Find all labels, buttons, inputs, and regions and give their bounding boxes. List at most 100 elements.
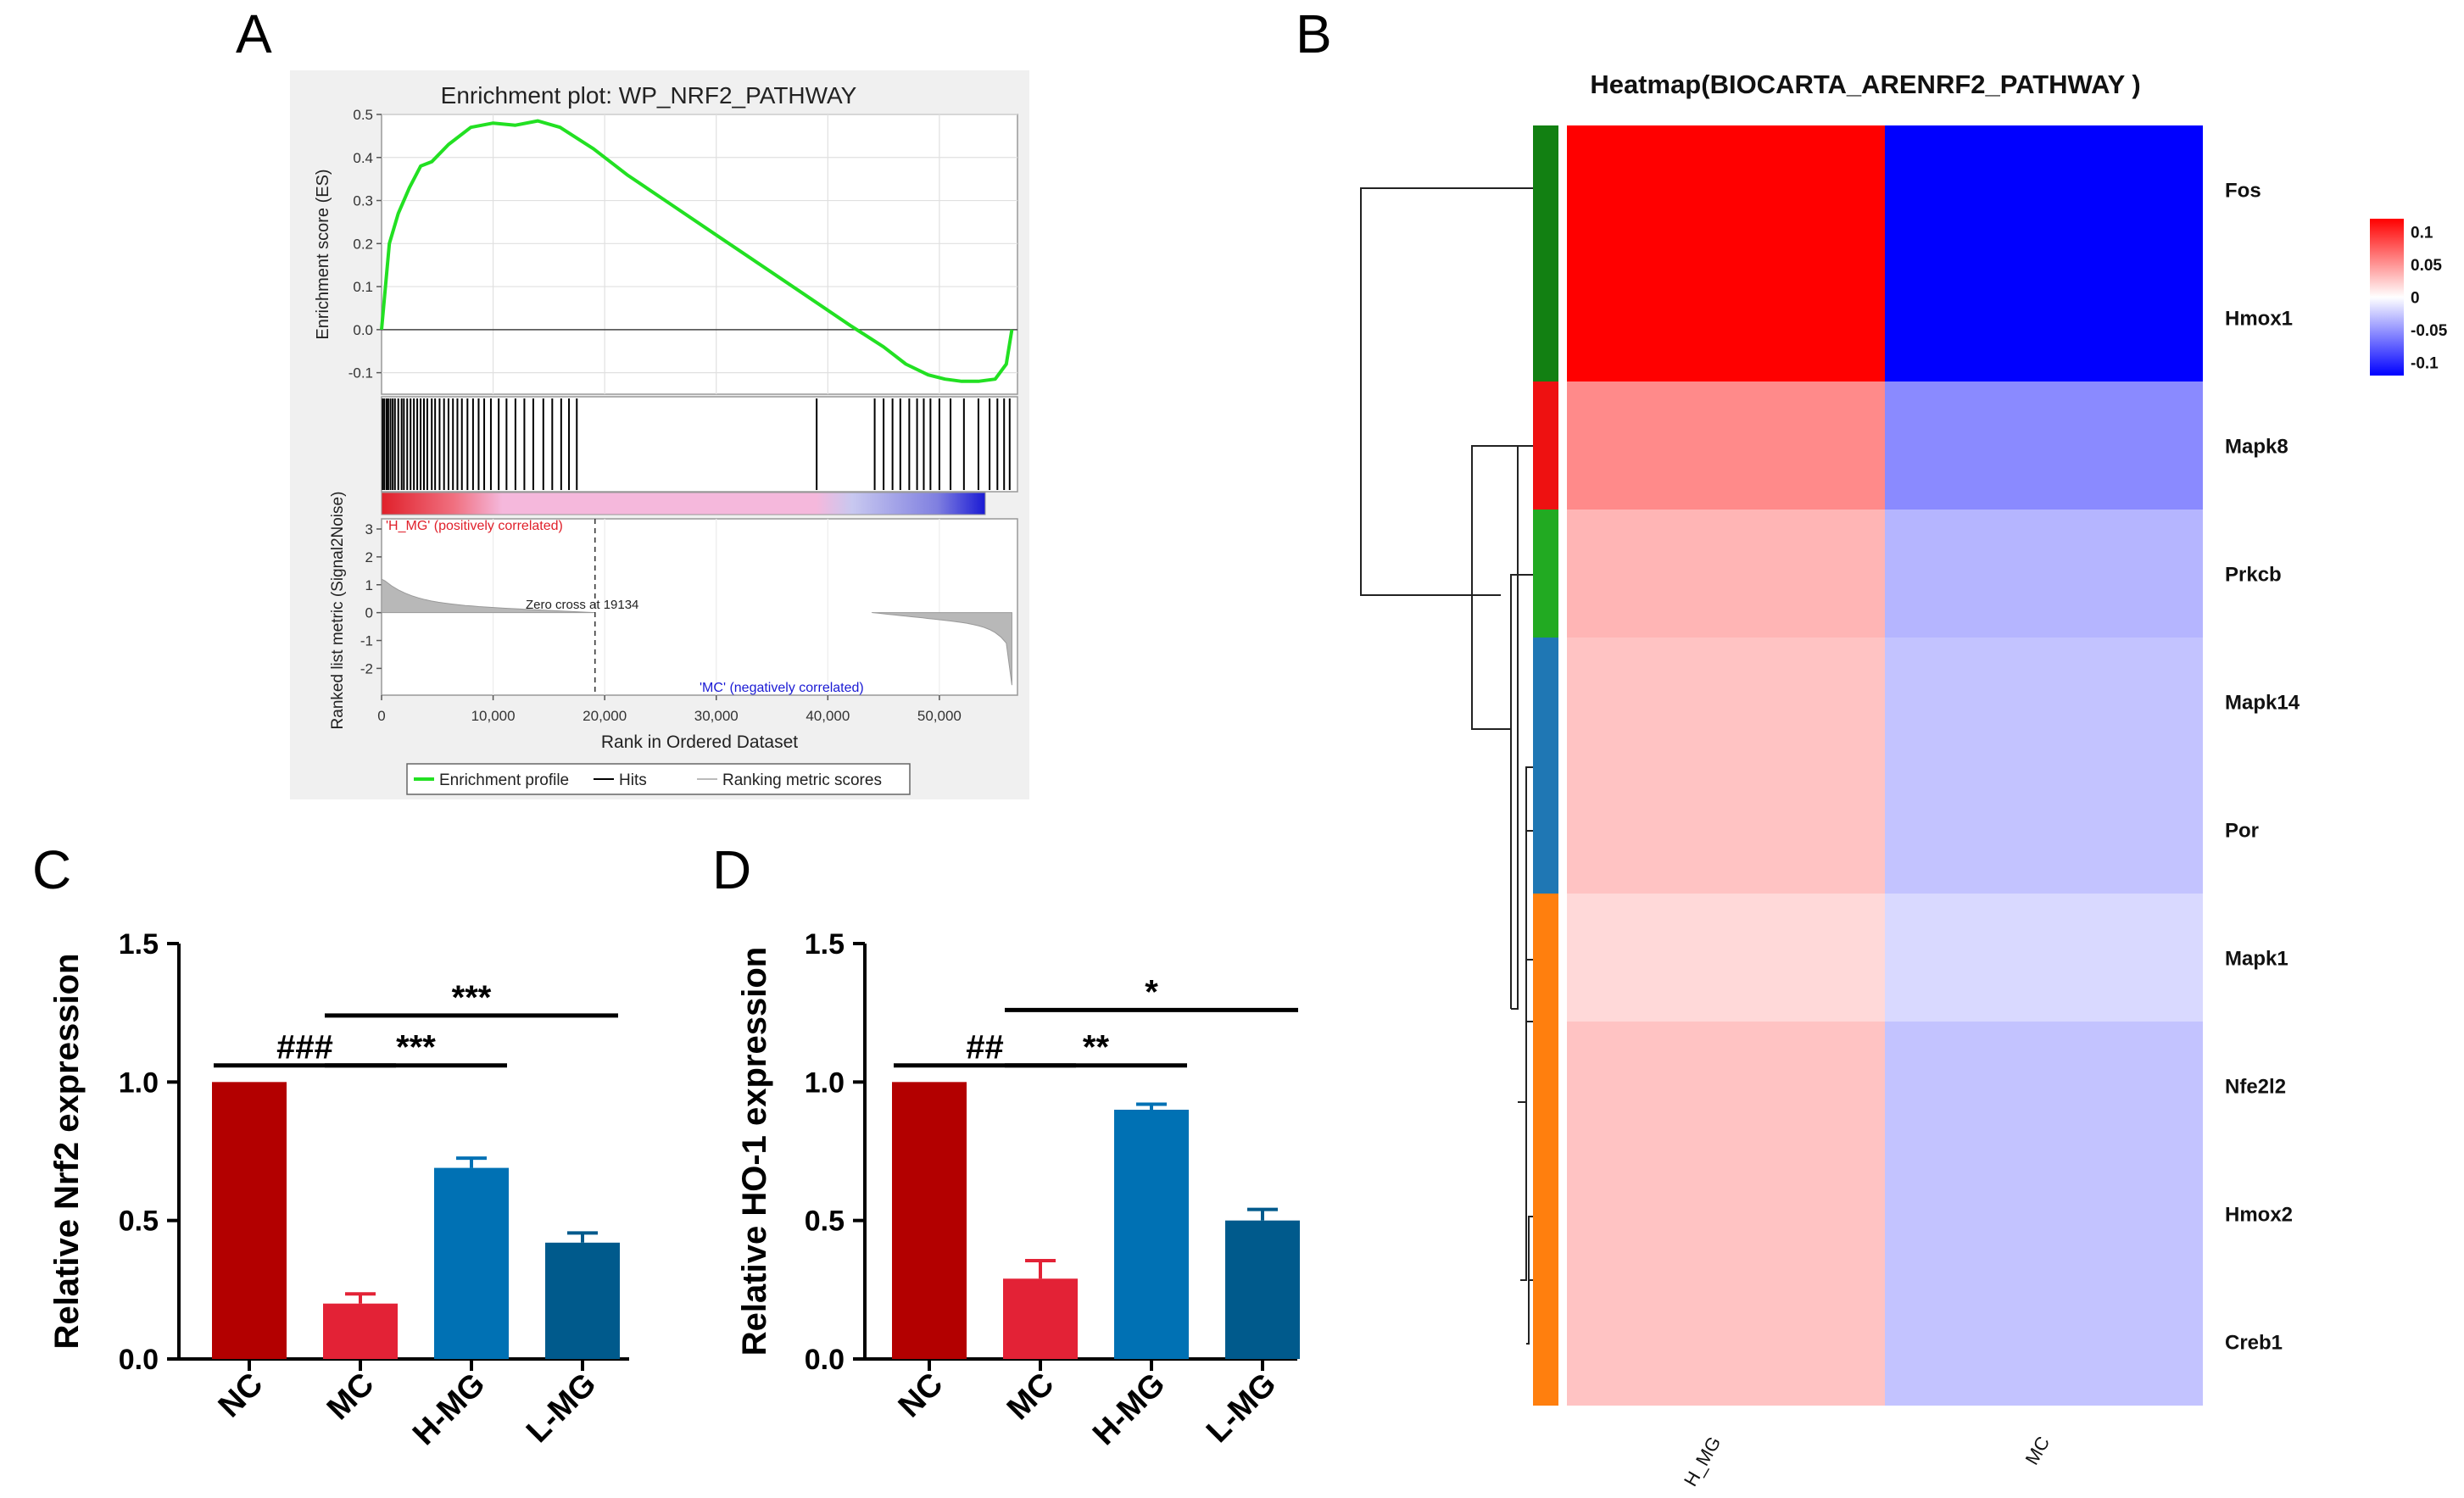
row-group-bar: [1533, 638, 1558, 766]
c-y-tick-label: 0.0: [119, 1344, 159, 1376]
d-x-tick-label: MC: [1001, 1367, 1061, 1427]
c-sig-label: ###: [276, 1029, 333, 1066]
rank-color-bar: [381, 492, 986, 515]
row-group-bar: [1533, 510, 1558, 638]
c-sig-label: ***: [396, 1029, 436, 1066]
metric-tick-label: 1: [365, 577, 373, 593]
c-x-tick-label: MC: [321, 1367, 381, 1427]
metric-ylabel: Ranked list metric (Signal2Noise): [329, 492, 347, 730]
es-tick-label: 0.2: [353, 236, 373, 252]
d-x-tick-label: H-MG: [1086, 1367, 1172, 1452]
d-y-tick-label: 1.5: [805, 928, 845, 961]
row-group-bar: [1533, 1278, 1558, 1406]
es-tick-label: 0.3: [353, 193, 373, 209]
scale-tick-label: -0.1: [2411, 355, 2439, 373]
es-tick-label: -0.1: [348, 365, 373, 381]
dendrogram: [1360, 187, 1533, 1345]
color-scale-bar: [2370, 219, 2404, 376]
row-label: Mapk8: [2225, 436, 2288, 459]
heatmap-cell: [1885, 125, 2203, 253]
x-tick-label: 10,000: [471, 708, 516, 724]
heatmap-cell: [1885, 510, 2203, 638]
negative-label: 'MC' (negatively correlated): [700, 681, 864, 695]
heatmap-cell: [1567, 766, 1885, 894]
es-tick-label: 0.4: [353, 150, 373, 166]
hits-area: [381, 396, 1018, 493]
heatmap-cell: [1567, 1278, 1885, 1406]
heatmap-cell: [1567, 638, 1885, 766]
row-group-bar: [1533, 894, 1558, 1022]
legend-metric: Ranking metric scores: [722, 771, 882, 789]
heatmap-cell: [1567, 253, 1885, 381]
gsea-title: Enrichment plot: WP_NRF2_PATHWAY: [441, 82, 857, 109]
d-bar-l-mg: [1225, 1220, 1300, 1359]
d-bar-mc: [1003, 1278, 1078, 1359]
d-y-tick-label: 0.5: [805, 1206, 845, 1238]
es-tick-label: 0.5: [353, 107, 373, 123]
row-label: Fos: [2225, 180, 2261, 203]
gsea-legend: [406, 763, 911, 795]
d-x-tick-label: NC: [892, 1367, 950, 1425]
heatmap-cell: [1885, 766, 2203, 894]
row-label: Mapk1: [2225, 948, 2288, 971]
heatmap-cell: [1567, 1022, 1885, 1150]
es-tick-label: 0.1: [353, 279, 373, 295]
row-label: Nfe2l2: [2225, 1076, 2286, 1099]
heatmap-cell: [1885, 1150, 2203, 1278]
es-plot-area: [381, 114, 1018, 395]
d-x-tick-label: L-MG: [1200, 1367, 1283, 1450]
row-label: Mapk14: [2225, 692, 2300, 715]
gsea-xlabel: Rank in Ordered Dataset: [601, 732, 798, 752]
row-label: Hmox2: [2225, 1204, 2293, 1227]
d-sig-label: *: [1145, 973, 1158, 1011]
row-label: Hmox1: [2225, 308, 2293, 331]
x-tick-label: 40,000: [806, 708, 850, 724]
c-bar-l-mg: [545, 1242, 620, 1359]
row-group-bar: [1533, 1022, 1558, 1150]
scale-tick-label: 0: [2411, 290, 2420, 308]
row-group-bar: [1533, 766, 1558, 894]
row-group-bar: [1533, 1150, 1558, 1278]
panel-letter-b: B: [1296, 3, 1332, 64]
metric-tick-label: -2: [360, 660, 373, 677]
x-tick-label: 20,000: [583, 708, 627, 724]
x-tick-label: 0: [377, 708, 385, 724]
metric-tick-label: 0: [365, 605, 373, 621]
heatmap-cell: [1567, 381, 1885, 510]
c-y-tick-label: 0.5: [119, 1206, 159, 1238]
c-bar-nc: [212, 1082, 287, 1359]
panel-letter-d: D: [712, 839, 751, 900]
c-x-tick-label: NC: [212, 1367, 270, 1425]
c-sig-label: ***: [452, 979, 492, 1016]
panel-letter-c: C: [32, 839, 71, 900]
es-curve: [380, 119, 1014, 383]
row-label: Prkcb: [2225, 564, 2282, 587]
heatmap-title: Heatmap(BIOCARTA_ARENRF2_PATHWAY ): [1590, 70, 2140, 99]
legend-es: Enrichment profile: [439, 771, 569, 789]
c-x-tick-label: L-MG: [520, 1367, 603, 1450]
scale-tick-label: -0.05: [2411, 322, 2448, 340]
heatmap-cell: [1885, 1278, 2203, 1406]
c-x-tick-label: H-MG: [406, 1367, 492, 1452]
c-bar-h-mg: [434, 1167, 509, 1359]
heatmap-cell: [1885, 381, 2203, 510]
metric-tick-label: -1: [360, 633, 373, 649]
column-label: H_MG: [1680, 1433, 1725, 1490]
heatmap-cell: [1885, 638, 2203, 766]
d-sig-label: ##: [966, 1029, 1004, 1066]
heatmap-cell: [1885, 894, 2203, 1022]
c-bar-mc: [323, 1303, 398, 1359]
metric-tick-label: 3: [365, 521, 373, 537]
row-label: Creb1: [2225, 1332, 2283, 1355]
heatmap-cell: [1885, 1022, 2203, 1150]
positive-label: 'H_MG' (positively correlated): [386, 519, 563, 533]
heatmap-cell: [1567, 125, 1885, 253]
c-y-tick-label: 1.0: [119, 1066, 159, 1099]
panel-letter-a: A: [236, 3, 272, 64]
zero-cross-label: Zero cross at 19134: [526, 598, 638, 612]
row-group-bar: [1533, 125, 1558, 253]
es-ylabel: Enrichment score (ES): [314, 169, 332, 339]
scale-tick-label: 0.05: [2411, 257, 2442, 275]
metric-positive-area: [381, 578, 595, 614]
